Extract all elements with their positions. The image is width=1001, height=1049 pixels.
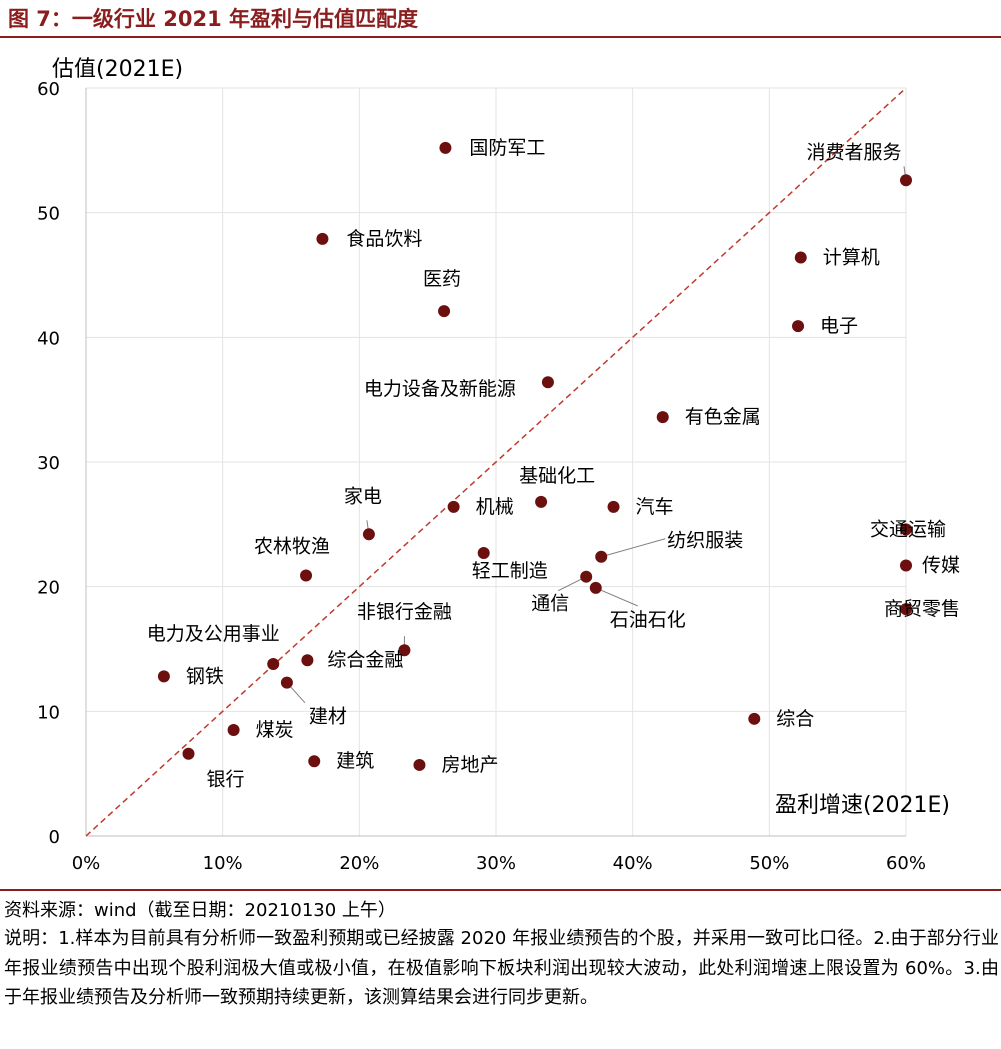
point-label: 农林牧渔	[254, 535, 330, 557]
point-label: 电力及公用事业	[147, 623, 280, 645]
y-tick-label: 50	[37, 204, 60, 225]
x-tick-label: 30%	[476, 853, 516, 874]
y-tick-label: 0	[49, 827, 60, 848]
data-point	[438, 305, 451, 318]
point-label: 机械	[476, 496, 514, 518]
data-point	[792, 320, 805, 333]
leader-line	[601, 538, 666, 558]
data-point	[656, 411, 669, 424]
x-tick-label: 60%	[886, 853, 926, 874]
data-point	[308, 755, 321, 768]
point-label: 医药	[423, 268, 461, 290]
data-point	[447, 500, 460, 513]
data-point	[316, 232, 329, 245]
data-point	[280, 676, 293, 689]
point-label: 消费者服务	[806, 141, 901, 163]
data-point	[439, 141, 452, 154]
data-point	[900, 559, 912, 572]
data-point	[398, 644, 411, 657]
x-tick-label: 20%	[339, 853, 379, 874]
data-point	[794, 251, 807, 264]
data-point	[580, 570, 593, 583]
data-point	[900, 174, 912, 187]
x-tick-label: 10%	[203, 853, 243, 874]
footer-rule	[0, 889, 1001, 891]
data-point	[477, 547, 490, 560]
point-label: 钢铁	[186, 665, 224, 687]
point-label: 有色金属	[685, 406, 761, 428]
point-label: 家电	[344, 485, 382, 507]
y-tick-label: 10	[37, 702, 60, 723]
data-point	[300, 569, 313, 582]
data-point	[900, 603, 912, 616]
point-label: 房地产	[441, 754, 498, 776]
point-label: 建筑	[336, 750, 374, 772]
point-label: 非银行金融	[357, 601, 452, 623]
axis-titles: 估值(2021E) 盈利增速(2021E)	[52, 57, 950, 818]
point-label: 交通运输	[870, 518, 946, 540]
point-label: 国防军工	[469, 137, 545, 159]
point-label: 食品饮料	[346, 228, 422, 250]
y-tick-label: 40	[37, 328, 60, 349]
scatter-chart: 0 10 20 30 40 50 60 0% 10% 20% 30% 40% 50% 60% 国防军工 消费…	[37, 57, 960, 874]
point-label: 通信	[531, 593, 569, 615]
point-label: 轻工制造	[472, 560, 548, 582]
point-label: 电力设备及新能源	[364, 378, 516, 400]
x-tick-label: 40%	[613, 853, 653, 874]
y-tick-label: 30	[37, 453, 60, 474]
leader-line	[595, 587, 638, 607]
data-point	[589, 581, 602, 594]
data-point	[535, 495, 548, 508]
data-point	[900, 523, 912, 536]
points	[157, 141, 912, 771]
figure-title: 图 7：一级行业 2021 年盈利与估值匹配度	[8, 7, 418, 31]
diagonal-reference-line	[85, 87, 907, 837]
y-tick-label: 20	[37, 578, 60, 599]
explanation-note: 说明：1.样本为目前具有分析师一致盈利预期或已经披露 2020 年报业绩预告的个…	[4, 928, 999, 1008]
x-tick-label: 0%	[72, 853, 101, 874]
reference-line-layer	[85, 87, 907, 837]
point-label: 商贸零售	[884, 598, 960, 620]
point-label: 煤炭	[256, 719, 294, 741]
point-label: 纺织服装	[667, 530, 743, 552]
point-label: 综合金融	[327, 649, 403, 671]
point-label: 汽车	[636, 496, 674, 518]
x-axis-title: 盈利增速(2021E)	[775, 793, 950, 818]
x-tick-label: 50%	[749, 853, 789, 874]
point-label: 传媒	[922, 554, 960, 576]
data-point	[541, 376, 554, 389]
point-label: 电子	[820, 315, 858, 337]
data-point	[748, 712, 761, 725]
point-label: 计算机	[823, 247, 880, 269]
data-point	[595, 550, 608, 563]
data-point	[182, 747, 195, 760]
data-point	[227, 724, 240, 737]
axes: 0 10 20 30 40 50 60 0% 10% 20% 30% 40% 50% 60%	[37, 79, 926, 874]
point-label: 建材	[309, 706, 347, 728]
data-point	[413, 758, 426, 771]
data-point	[267, 657, 280, 670]
data-point	[301, 654, 314, 667]
data-point	[362, 528, 375, 541]
data-point	[157, 670, 170, 683]
point-label: 基础化工	[519, 465, 595, 487]
point-label: 银行	[207, 769, 245, 791]
y-tick-label: 60	[37, 79, 60, 100]
point-label: 综合	[776, 708, 814, 730]
title-rule	[0, 36, 1001, 38]
data-point	[607, 500, 620, 513]
source-note: 资料来源：wind（截至日期：20210130 上午）	[4, 900, 396, 921]
point-label: 石油石化	[610, 609, 686, 631]
y-axis-title: 估值(2021E)	[52, 57, 183, 82]
